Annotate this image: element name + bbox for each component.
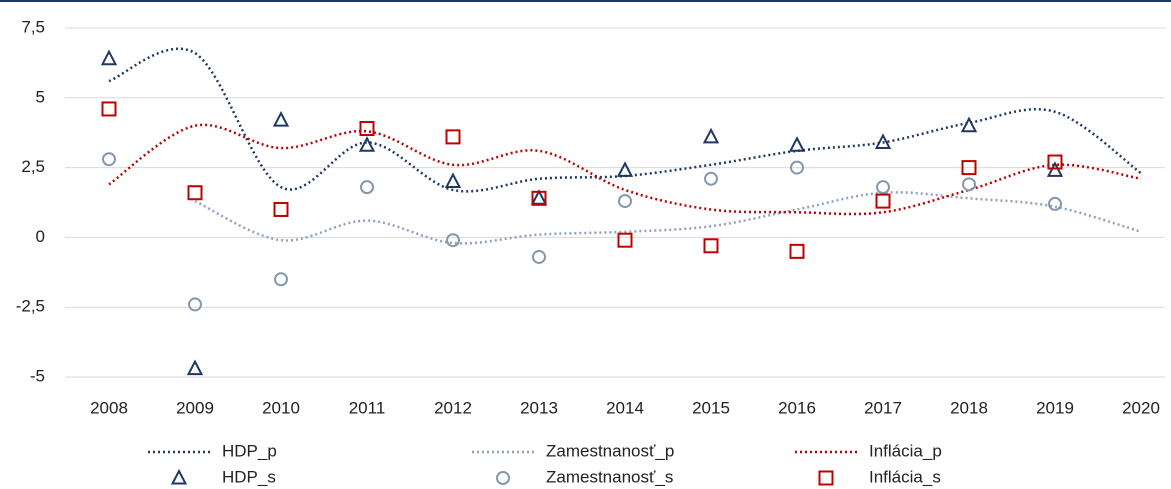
legend-label: Zamestnanosť_s	[546, 467, 673, 486]
circle-marker	[704, 171, 718, 186]
triangle-marker	[616, 161, 634, 177]
x-tick-label: 2019	[1036, 398, 1074, 417]
circle-marker	[446, 233, 460, 248]
square-marker	[531, 190, 547, 206]
circle-marker	[274, 272, 288, 287]
square-marker	[1047, 154, 1063, 170]
circle-marker	[790, 160, 804, 175]
square-marker	[101, 101, 117, 117]
legend-label: Inflácia_p	[869, 441, 942, 460]
x-tick-label: 2014	[606, 398, 644, 417]
square-marker	[187, 185, 203, 201]
triangle-marker	[186, 359, 204, 376]
triangle-marker	[874, 133, 892, 149]
x-tick-label: 2010	[262, 398, 300, 417]
triangle-marker	[960, 116, 978, 133]
trend-line	[108, 47, 1142, 193]
x-tick-label: 2017	[864, 398, 902, 417]
circle-marker	[1048, 196, 1062, 211]
x-tick-label: 2008	[90, 398, 128, 417]
square-marker	[789, 243, 805, 259]
y-tick-label: 2,5	[21, 157, 45, 176]
triangle-marker	[358, 136, 376, 152]
square-marker	[703, 238, 719, 254]
y-tick-label: -2,5	[16, 297, 45, 316]
y-tick-label: 7,5	[21, 17, 45, 36]
square-marker	[445, 129, 461, 145]
circle-marker	[618, 194, 632, 209]
legend-label: HDP_s	[222, 467, 276, 486]
circle-marker	[532, 249, 546, 264]
x-tick-label: 2020	[1122, 398, 1160, 417]
circle-marker	[360, 180, 374, 195]
circle-marker	[188, 297, 202, 312]
square-marker	[273, 201, 289, 217]
x-tick-label: 2009	[176, 398, 214, 417]
x-tick-label: 2013	[520, 398, 558, 417]
circle-marker	[876, 180, 890, 195]
x-tick-label: 2012	[434, 398, 472, 417]
x-tick-label: 2018	[950, 398, 988, 417]
square-marker	[359, 121, 375, 137]
trend-line	[194, 191, 1142, 245]
triangle-marker	[100, 49, 118, 66]
triangle-marker	[788, 136, 806, 152]
y-tick-label: 0	[36, 227, 45, 246]
x-tick-label: 2011	[349, 398, 386, 417]
x-tick-label: 2015	[692, 398, 730, 417]
triangle-marker	[444, 172, 462, 189]
legend-label: HDP_p	[222, 441, 277, 460]
triangle-marker	[702, 127, 720, 144]
y-tick-label: -5	[30, 366, 45, 385]
triangle-marker	[530, 189, 548, 205]
x-tick-label: 2016	[778, 398, 816, 417]
circle-marker	[102, 152, 116, 167]
y-tick-label: 5	[36, 87, 45, 106]
square-marker	[875, 193, 891, 209]
square-marker	[617, 232, 633, 248]
triangle-marker	[1046, 161, 1064, 177]
legend-label: Inflácia_s	[869, 467, 941, 486]
triangle-marker	[272, 110, 290, 127]
circle-marker	[962, 177, 976, 192]
circle-marker	[496, 471, 510, 485]
triangle-marker	[170, 468, 188, 485]
square-marker	[961, 160, 977, 176]
legend-label: Zamestnanosť_p	[546, 441, 674, 460]
square-marker	[818, 470, 834, 486]
